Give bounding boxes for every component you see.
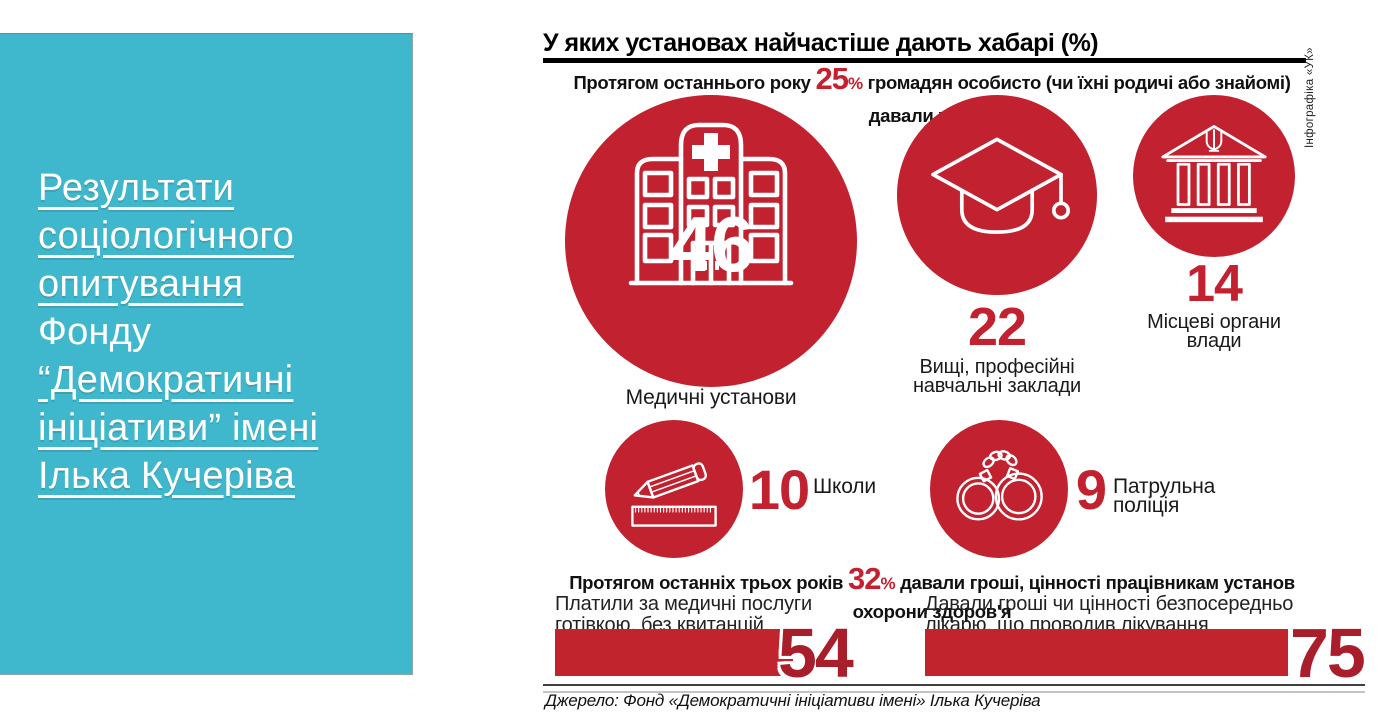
subtitle-value: 25: [815, 61, 848, 96]
credit-vertical-text: Інфографіка «УК»: [1304, 47, 1316, 148]
label-line: Платили за медичні послуги: [555, 593, 812, 615]
subtitle2-suffix: давали гроші, цінності працівникам устан…: [852, 572, 1296, 622]
sidebar-line: соціологічного: [38, 215, 294, 257]
label-schools: Школи: [813, 475, 876, 498]
title-rule: [543, 58, 1306, 63]
sidebar-line: ініціативи” імені: [38, 407, 319, 449]
bar-value-doctor-payments: 75: [1290, 614, 1366, 692]
subtitle-three-years: Протягом останніх трьох років 32% давали…: [543, 563, 1321, 626]
page-title: У яких установах найчастіше дають хабарі…: [543, 29, 1099, 57]
circle-police: [930, 420, 1068, 558]
bar-value-cash-payments: 54: [778, 614, 854, 692]
label-line: Місцеві органи: [1147, 311, 1281, 333]
value-government: 14: [1186, 255, 1243, 313]
value-education: 22: [967, 297, 1027, 357]
bar-cash-payments: [555, 629, 793, 676]
subtitle2-value: 32: [847, 561, 881, 596]
label-line: Вищі, професійні: [919, 356, 1075, 378]
label-education: Вищі, професійні навчальні заклади: [877, 356, 1117, 397]
label-medical: Медичні установи: [625, 386, 797, 409]
government-building-icon: [1161, 125, 1267, 223]
sidebar-panel: Результати соціологічного опитування Фон…: [0, 33, 413, 675]
circle-government: [1133, 95, 1295, 257]
sidebar-line: “Демократичні: [38, 359, 294, 401]
value-police: 9: [1075, 458, 1107, 521]
pencil-ruler-icon: [631, 462, 717, 527]
circle-schools: [605, 420, 743, 558]
sidebar-line: Ілька Кучеріва: [38, 455, 296, 497]
label-government: Місцеві органи влади: [1133, 311, 1295, 352]
sidebar-line: Результати: [38, 167, 235, 209]
percent-sign: %: [880, 574, 896, 593]
graduation-cap-icon: [931, 137, 1071, 234]
label-line: влади: [1186, 329, 1242, 352]
subtitle-prefix: Протягом останнього року: [573, 72, 816, 93]
hospital-icon: [628, 122, 794, 286]
footer-rule: [543, 684, 1365, 693]
subtitle2-prefix: Протягом останніх трьох років: [569, 572, 848, 593]
handcuffs-icon: [956, 450, 1043, 521]
source-text: Джерело: Фонд «Демократичні ініціативи і…: [545, 691, 1041, 710]
bar-doctor-payments: [925, 629, 1288, 676]
sidebar-line: опитування: [38, 263, 244, 305]
circle-medical: [565, 95, 857, 387]
label-line: Давали гроші чи цінності безпосередньо: [925, 593, 1294, 615]
sidebar-line: Фонду: [38, 311, 152, 353]
label-line: навчальні заклади: [912, 374, 1082, 397]
value-schools: 10: [748, 458, 810, 521]
sidebar-title: Результати соціологічного опитування Фон…: [38, 164, 398, 500]
circle-education: [897, 95, 1097, 295]
value-medical: 46: [669, 200, 755, 288]
percent-sign: %: [847, 74, 863, 93]
label-police: Патрульна поліція: [1113, 475, 1216, 517]
